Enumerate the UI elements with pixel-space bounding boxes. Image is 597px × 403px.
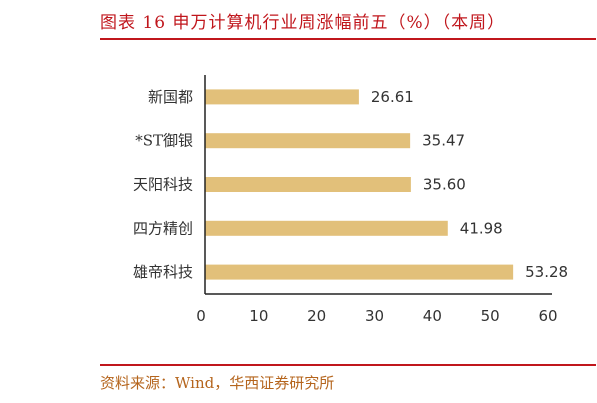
bar-1 [205,133,411,149]
value-label: 53.28 [525,263,568,281]
bar-0 [205,89,359,105]
value-label: 35.60 [423,176,466,194]
x-tick-label: 50 [481,307,500,325]
source-note: 资料来源：Wind，华西证券研究所 [100,374,335,392]
category-label: 天阳科技 [133,176,193,194]
bar-3 [205,220,448,236]
x-tick-label: 10 [249,307,268,325]
category-label: *ST御银 [135,132,193,150]
footer-divider [100,364,596,366]
x-tick-label: 0 [196,307,206,325]
value-label: 26.61 [371,88,414,106]
x-tick-label: 40 [423,307,442,325]
bar-2 [205,177,411,192]
category-label: 四方精创 [133,219,193,237]
x-tick-label: 20 [307,307,326,325]
value-label: 41.98 [460,219,503,237]
x-tick-label: 60 [538,307,557,325]
value-label: 35.47 [422,132,465,150]
title-divider [100,38,596,40]
bar-4 [205,264,514,280]
category-label: 新国都 [148,88,193,106]
x-tick-label: 30 [365,307,384,325]
category-label: 雄帝科技 [133,263,193,281]
chart-title: 图表 16 申万计算机行业周涨幅前五（%）（本周） [100,13,506,33]
